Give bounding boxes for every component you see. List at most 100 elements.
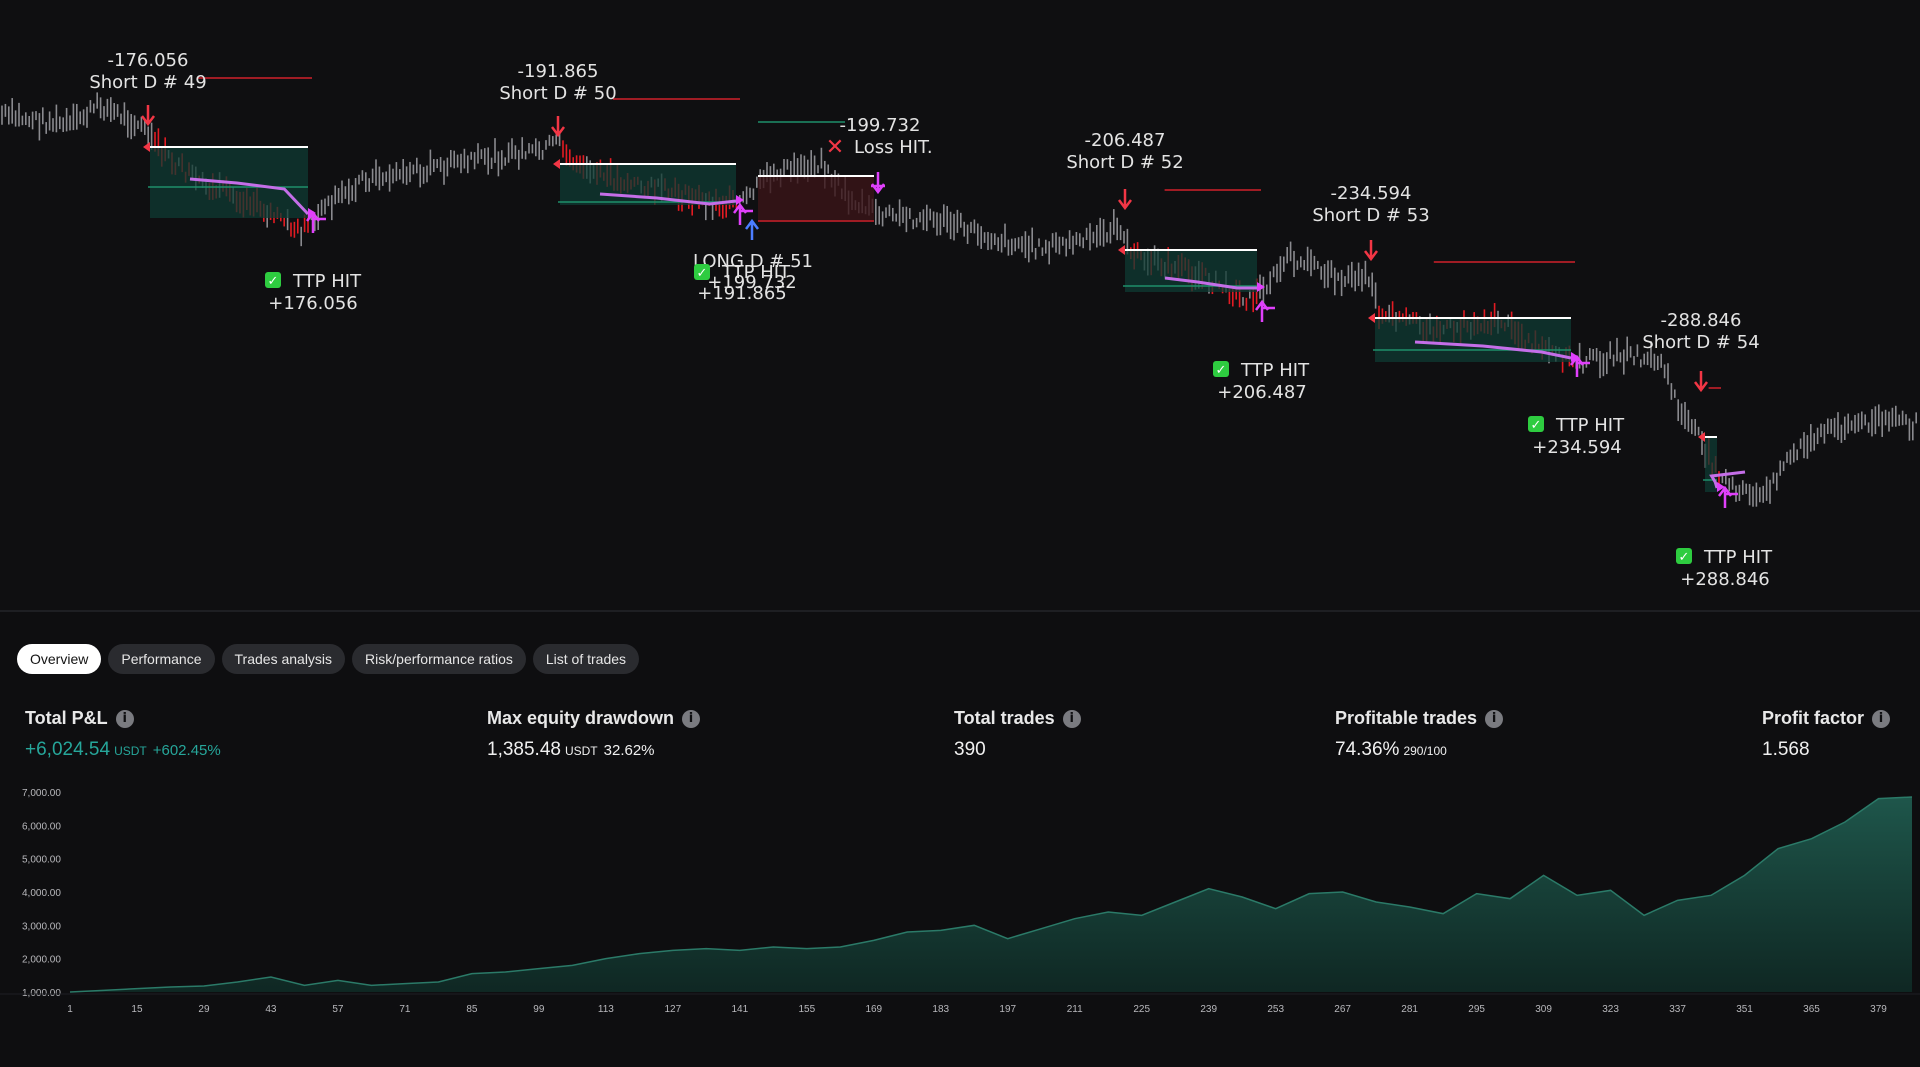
price-chart-panel[interactable]: -176.056 Short D # 49 ✓ TTP HIT +176.056… — [0, 0, 1920, 610]
strategy-report-panel: Overview Performance Trades analysis Ris… — [0, 612, 1920, 1067]
x-tick-label: 99 — [533, 1004, 545, 1015]
tab-risk-performance-ratios[interactable]: Risk/performance ratios — [352, 644, 526, 674]
metric-total-pnl: Total P&L i +6,024.54 USDT +602.45% — [25, 708, 221, 761]
metric-label: Total P&L — [25, 708, 108, 728]
x-tick-label: 1 — [67, 1004, 73, 1015]
ttp-exit-arrow-icon — [733, 202, 753, 225]
metric-max-drawdown: Max equity drawdown i 1,385.48 USDT 32.62% — [487, 708, 701, 761]
trade-50-entry-label: Short D # 50 — [499, 83, 616, 104]
check-icon — [1676, 548, 1692, 564]
short-entry-arrow-icon — [1118, 189, 1132, 211]
total-pnl-pct: +602.45% — [152, 742, 221, 759]
trade-labels: -176.056 Short D # 49 ✓ TTP HIT +176.056… — [89, 50, 1773, 590]
x-tick-label: 379 — [1870, 1004, 1887, 1015]
check-icon: ✓ — [1679, 550, 1690, 565]
trade-51-exit-label: Loss HIT. — [854, 137, 933, 158]
x-tick-label: 309 — [1535, 1004, 1552, 1015]
tab-performance[interactable]: Performance — [108, 644, 215, 674]
take-profit-zone — [1125, 250, 1257, 292]
tab-trades-analysis[interactable]: Trades analysis — [221, 644, 346, 674]
trade-52-exit-value: +206.487 — [1217, 382, 1307, 403]
ttp-exit-arrow-icon — [1255, 299, 1275, 322]
check-icon: ✓ — [697, 266, 708, 281]
equity-area-fill — [70, 797, 1912, 992]
total-pnl-unit: USDT — [114, 744, 147, 758]
trade-53-exit-value: +234.594 — [1532, 437, 1622, 458]
equity-x-axis: 1 15 29 43 57 71 85 99 113 127 141 155 169 183 197 211 2… — [0, 993, 1920, 1015]
long-entry-arrow-icon — [745, 218, 759, 240]
trade-49-exit-label: TTP HIT — [292, 271, 362, 292]
trade-51-exit-value: -199.732 — [840, 115, 921, 136]
metric-profit-factor: Profit factor i 1.568 — [1762, 708, 1891, 761]
info-icon[interactable]: i — [1485, 709, 1504, 728]
entry-marker-icon — [1698, 432, 1705, 442]
exit-marker-icon — [1571, 352, 1579, 362]
x-tick-label: 337 — [1669, 1004, 1686, 1015]
metric-label: Total trades — [954, 708, 1055, 728]
tab-overview[interactable]: Overview — [17, 644, 102, 674]
y-tick-label: 5,000.00 — [22, 855, 61, 866]
info-icon[interactable]: i — [115, 709, 134, 728]
trade-52-entry-label: Short D # 52 — [1066, 152, 1183, 173]
trailing-stop-line — [1414, 340, 1572, 360]
entry-marker-icon — [553, 159, 560, 169]
panel-divider[interactable] — [0, 610, 1920, 612]
x-tick-label: 183 — [932, 1004, 949, 1015]
equity-area — [69, 796, 1913, 993]
x-tick-label: 57 — [332, 1004, 344, 1015]
x-tick-label: 197 — [999, 1004, 1016, 1015]
trade-54-entry-price: -288.846 — [1661, 310, 1742, 331]
x-tick-label: 267 — [1334, 1004, 1351, 1015]
trailing-stop-line — [1164, 276, 1257, 290]
trade-50-entry-price: -191.865 — [518, 61, 599, 82]
total-trades-value: 390 — [954, 739, 986, 760]
tab-list-of-trades[interactable]: List of trades — [532, 644, 640, 674]
loss-exit-arrow-icon — [871, 172, 885, 195]
x-tick-label: 351 — [1736, 1004, 1753, 1015]
short-entry-arrow-icon — [551, 116, 565, 138]
check-icon: ✓ — [1531, 418, 1542, 433]
x-tick-label: 211 — [1067, 1004, 1083, 1015]
ttp-exit-arrow-icon — [1718, 485, 1738, 508]
trailing-stop-line — [1709, 470, 1746, 489]
profit-factor-value: 1.568 — [1762, 739, 1810, 760]
exit-marker-icon — [1257, 282, 1265, 292]
x-tick-label: 113 — [598, 1004, 614, 1015]
y-tick-label: 4,000.00 — [22, 888, 61, 899]
trade-53-entry-price: -234.594 — [1331, 183, 1412, 204]
info-icon[interactable]: i — [1062, 709, 1081, 728]
x-tick-label: 281 — [1401, 1004, 1418, 1015]
x-tick-label: 71 — [399, 1004, 411, 1015]
metric-label: Profit factor — [1762, 708, 1865, 728]
x-tick-label: 225 — [1133, 1004, 1150, 1015]
exit-marker-icon — [736, 195, 744, 205]
trade-50-exit-label: TTP HIT — [721, 262, 791, 283]
equity-y-axis: 7,000.00 6,000.00 5,000.00 4,000.00 3,000.00… — [22, 788, 61, 999]
trade-49-entry-label: Short D # 49 — [89, 72, 206, 93]
trade-52-exit-label: TTP HIT — [1240, 360, 1310, 381]
x-tick-label: 365 — [1803, 1004, 1820, 1015]
take-profit-zone — [1375, 318, 1571, 362]
price-chart[interactable]: -176.056 Short D # 49 ✓ TTP HIT +176.056… — [0, 0, 1920, 610]
trade-51-entry-label: LONG D # 51 — [693, 251, 813, 272]
info-icon[interactable]: i — [1872, 709, 1891, 728]
x-tick-label: 141 — [731, 1004, 748, 1015]
trailing-stop-line — [189, 177, 310, 216]
trade-52-entry-price: -206.487 — [1085, 130, 1166, 151]
profitable-trades-ratio: 290/100 — [1403, 744, 1447, 758]
entry-marker-icon — [1368, 313, 1375, 323]
short-entry-arrow-icon — [1364, 240, 1378, 262]
trade-54-entry-label: Short D # 54 — [1642, 332, 1759, 353]
x-tick-label: 239 — [1200, 1004, 1217, 1015]
y-tick-label: 2,000.00 — [22, 955, 61, 966]
x-tick-label: 127 — [664, 1004, 681, 1015]
entry-marker-icon — [143, 142, 150, 152]
short-entry-arrow-icon — [141, 105, 155, 127]
trade-54-exit-value: +288.846 — [1680, 569, 1770, 590]
check-icon: ✓ — [268, 274, 279, 289]
short-entry-arrow-icon — [1694, 371, 1708, 393]
equity-curve-chart[interactable]: 7,000.00 6,000.00 5,000.00 4,000.00 3,000.00… — [0, 782, 1920, 1067]
check-icon: ✓ — [1216, 363, 1227, 378]
info-icon[interactable]: i — [682, 709, 701, 728]
x-tick-label: 155 — [798, 1004, 815, 1015]
